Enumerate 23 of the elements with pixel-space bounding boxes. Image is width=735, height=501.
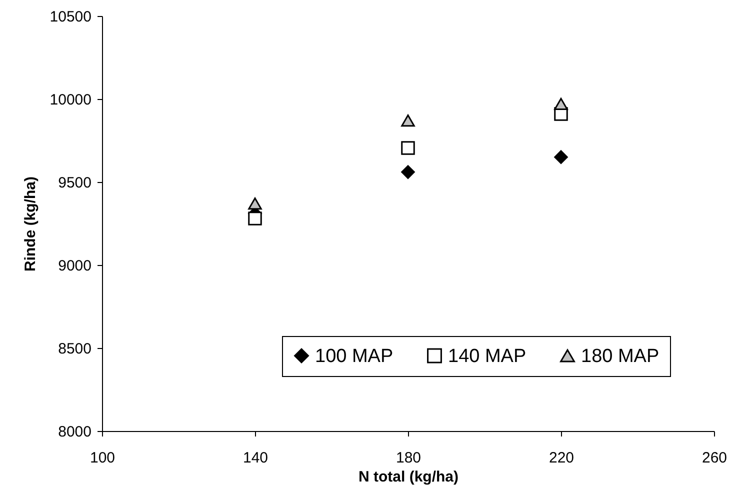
x-axis-title: N total (kg/ha)	[358, 468, 458, 486]
point	[554, 98, 568, 110]
x-tick-label: 100	[90, 450, 116, 466]
y-tick-label: 8000	[58, 424, 92, 440]
legend-label: 140 MAP	[448, 346, 526, 367]
y-tick-label: 9500	[58, 174, 92, 192]
y-tick-label: 10000	[50, 92, 92, 108]
legend-label: 100 MAP	[315, 346, 394, 367]
y-axis-title: Rinde (kg/ha)	[22, 176, 39, 272]
point	[401, 114, 415, 127]
x-tick-label: 180	[396, 450, 422, 466]
y-tick-label: 8500	[58, 340, 92, 358]
point	[248, 198, 262, 210]
y-tick-label: 10500	[50, 8, 92, 26]
point	[401, 165, 415, 179]
x-tick-label: 220	[548, 450, 574, 466]
point	[248, 212, 262, 226]
legend-label: 180 MAP	[581, 346, 660, 367]
point	[554, 150, 568, 164]
y-tick-label: 9000	[58, 258, 92, 274]
x-tick-label: 260	[702, 450, 728, 466]
point	[401, 141, 415, 155]
x-tick-label: 140	[242, 450, 268, 466]
